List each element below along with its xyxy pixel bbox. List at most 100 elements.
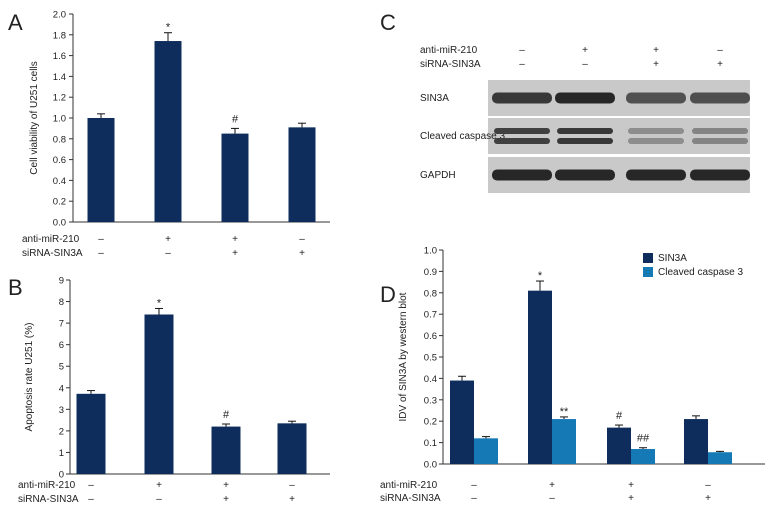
blot-condition-mark: – bbox=[582, 59, 588, 70]
chart-d: 0.0 0.1 0.2 0.3 0.4 0.5 0.6 0.7 0.8 0.9 1.0 IDV of … bbox=[380, 246, 765, 504]
condition-mark: – bbox=[705, 480, 711, 491]
y-tick-label: 0.0 bbox=[53, 218, 66, 229]
legend-label: Cleaved caspase 3 bbox=[658, 267, 743, 278]
y-tick-label: 1.4 bbox=[53, 72, 66, 83]
bar bbox=[684, 419, 708, 464]
condition-mark: – bbox=[88, 480, 94, 491]
bar bbox=[277, 423, 307, 474]
blot-band bbox=[492, 169, 552, 181]
y-tick-label: 1.6 bbox=[53, 51, 66, 62]
condition-mark: + bbox=[549, 480, 555, 491]
condition-mark: – bbox=[165, 248, 171, 259]
condition-mark: – bbox=[299, 234, 305, 245]
blot-band bbox=[492, 92, 552, 104]
bar bbox=[474, 438, 498, 464]
condition-mark: + bbox=[165, 234, 171, 245]
condition-label: siRNA-SIN3A bbox=[18, 494, 79, 505]
legend-swatch bbox=[643, 253, 653, 263]
condition-mark: – bbox=[98, 234, 104, 245]
blot-band bbox=[494, 128, 550, 134]
blot-band bbox=[555, 92, 615, 104]
condition-mark: + bbox=[223, 480, 229, 491]
y-tick-label: 0.8 bbox=[424, 288, 437, 299]
condition-label: anti-miR-210 bbox=[22, 234, 80, 245]
condition-mark: + bbox=[299, 248, 305, 259]
blot-condition-label: siRNA-SIN3A bbox=[420, 59, 481, 70]
bar bbox=[552, 419, 576, 464]
y-tick-label: 4 bbox=[59, 383, 64, 394]
condition-mark: + bbox=[628, 480, 634, 491]
blot-band bbox=[626, 92, 686, 104]
y-tick-label: 0.7 bbox=[424, 310, 437, 321]
y-tick-label: 0.4 bbox=[53, 176, 66, 187]
condition-label: anti-miR-210 bbox=[380, 480, 438, 491]
blot-band bbox=[692, 128, 748, 134]
y-tick-label: 0.5 bbox=[424, 353, 437, 364]
bar bbox=[607, 427, 631, 464]
significance-label: * bbox=[538, 270, 543, 282]
significance-label: # bbox=[223, 409, 230, 421]
condition-mark: – bbox=[98, 248, 104, 259]
condition-mark: – bbox=[549, 493, 555, 504]
blot-band bbox=[690, 169, 750, 181]
significance-label: * bbox=[157, 297, 162, 309]
y-tick-label: 0.6 bbox=[424, 331, 437, 342]
y-tick-label: 0.0 bbox=[424, 460, 437, 471]
condition-mark: + bbox=[289, 494, 295, 505]
bar bbox=[154, 41, 182, 222]
blot-band bbox=[692, 138, 748, 144]
blot-condition-mark: + bbox=[653, 59, 659, 70]
y-tick-label: 6 bbox=[59, 340, 64, 351]
significance-label: # bbox=[616, 410, 623, 422]
blot-row-label: Cleaved caspase 3 bbox=[420, 131, 505, 142]
y-tick-label: 7 bbox=[59, 319, 64, 330]
bar bbox=[144, 314, 174, 474]
condition-mark: – bbox=[289, 480, 295, 491]
y-tick-label: 2.0 bbox=[53, 10, 66, 21]
y-tick-label: 1.0 bbox=[53, 114, 66, 125]
panel-letter-b: B bbox=[8, 275, 23, 300]
y-tick-label: 0.2 bbox=[424, 417, 437, 428]
bar bbox=[631, 449, 655, 464]
condition-label: siRNA-SIN3A bbox=[380, 493, 441, 504]
y-tick-label: 0.2 bbox=[53, 197, 66, 208]
bar bbox=[221, 133, 249, 222]
significance-label: ## bbox=[637, 433, 650, 445]
condition-mark: – bbox=[156, 494, 162, 505]
condition-mark: – bbox=[471, 480, 477, 491]
chart-a: 0.0 0.2 0.4 0.6 0.8 1.0 1.2 1.4 1.6 1.8 2.0 Cell vi… bbox=[22, 10, 330, 259]
condition-mark: + bbox=[223, 494, 229, 505]
blot-band bbox=[494, 138, 550, 144]
blot-condition-mark: + bbox=[717, 59, 723, 70]
significance-label: * bbox=[166, 22, 171, 34]
blot-band bbox=[626, 169, 686, 181]
y-tick-label: 5 bbox=[59, 362, 64, 373]
blot-row-label: GAPDH bbox=[420, 170, 456, 181]
y-tick-label: 1 bbox=[59, 448, 64, 459]
blot-condition-mark: – bbox=[519, 59, 525, 70]
y-axis-label: IDV of SIN3A by western blot bbox=[398, 292, 409, 421]
blot-band bbox=[628, 138, 684, 144]
blot-condition-mark: – bbox=[717, 45, 723, 56]
y-tick-label: 0.4 bbox=[424, 374, 437, 385]
blot-condition-label: anti-miR-210 bbox=[420, 45, 478, 56]
condition-mark: + bbox=[232, 234, 238, 245]
bar bbox=[450, 380, 474, 464]
y-tick-label: 9 bbox=[59, 276, 64, 287]
legend-swatch bbox=[643, 267, 653, 277]
y-tick-label: 1.0 bbox=[424, 246, 437, 257]
bar bbox=[87, 118, 115, 222]
y-tick-label: 1.8 bbox=[53, 30, 66, 41]
y-tick-label: 0.6 bbox=[53, 155, 66, 166]
y-tick-label: 0.3 bbox=[424, 395, 437, 406]
blot-condition-mark: + bbox=[653, 45, 659, 56]
blot-band bbox=[690, 92, 750, 104]
blot-condition-mark: – bbox=[519, 45, 525, 56]
significance-label: # bbox=[232, 113, 239, 125]
condition-mark: + bbox=[628, 493, 634, 504]
y-tick-label: 3 bbox=[59, 405, 64, 416]
bar bbox=[528, 290, 552, 464]
condition-label: siRNA-SIN3A bbox=[22, 248, 83, 259]
blot-strip bbox=[488, 118, 750, 154]
panel-letter-d: D bbox=[380, 282, 396, 307]
